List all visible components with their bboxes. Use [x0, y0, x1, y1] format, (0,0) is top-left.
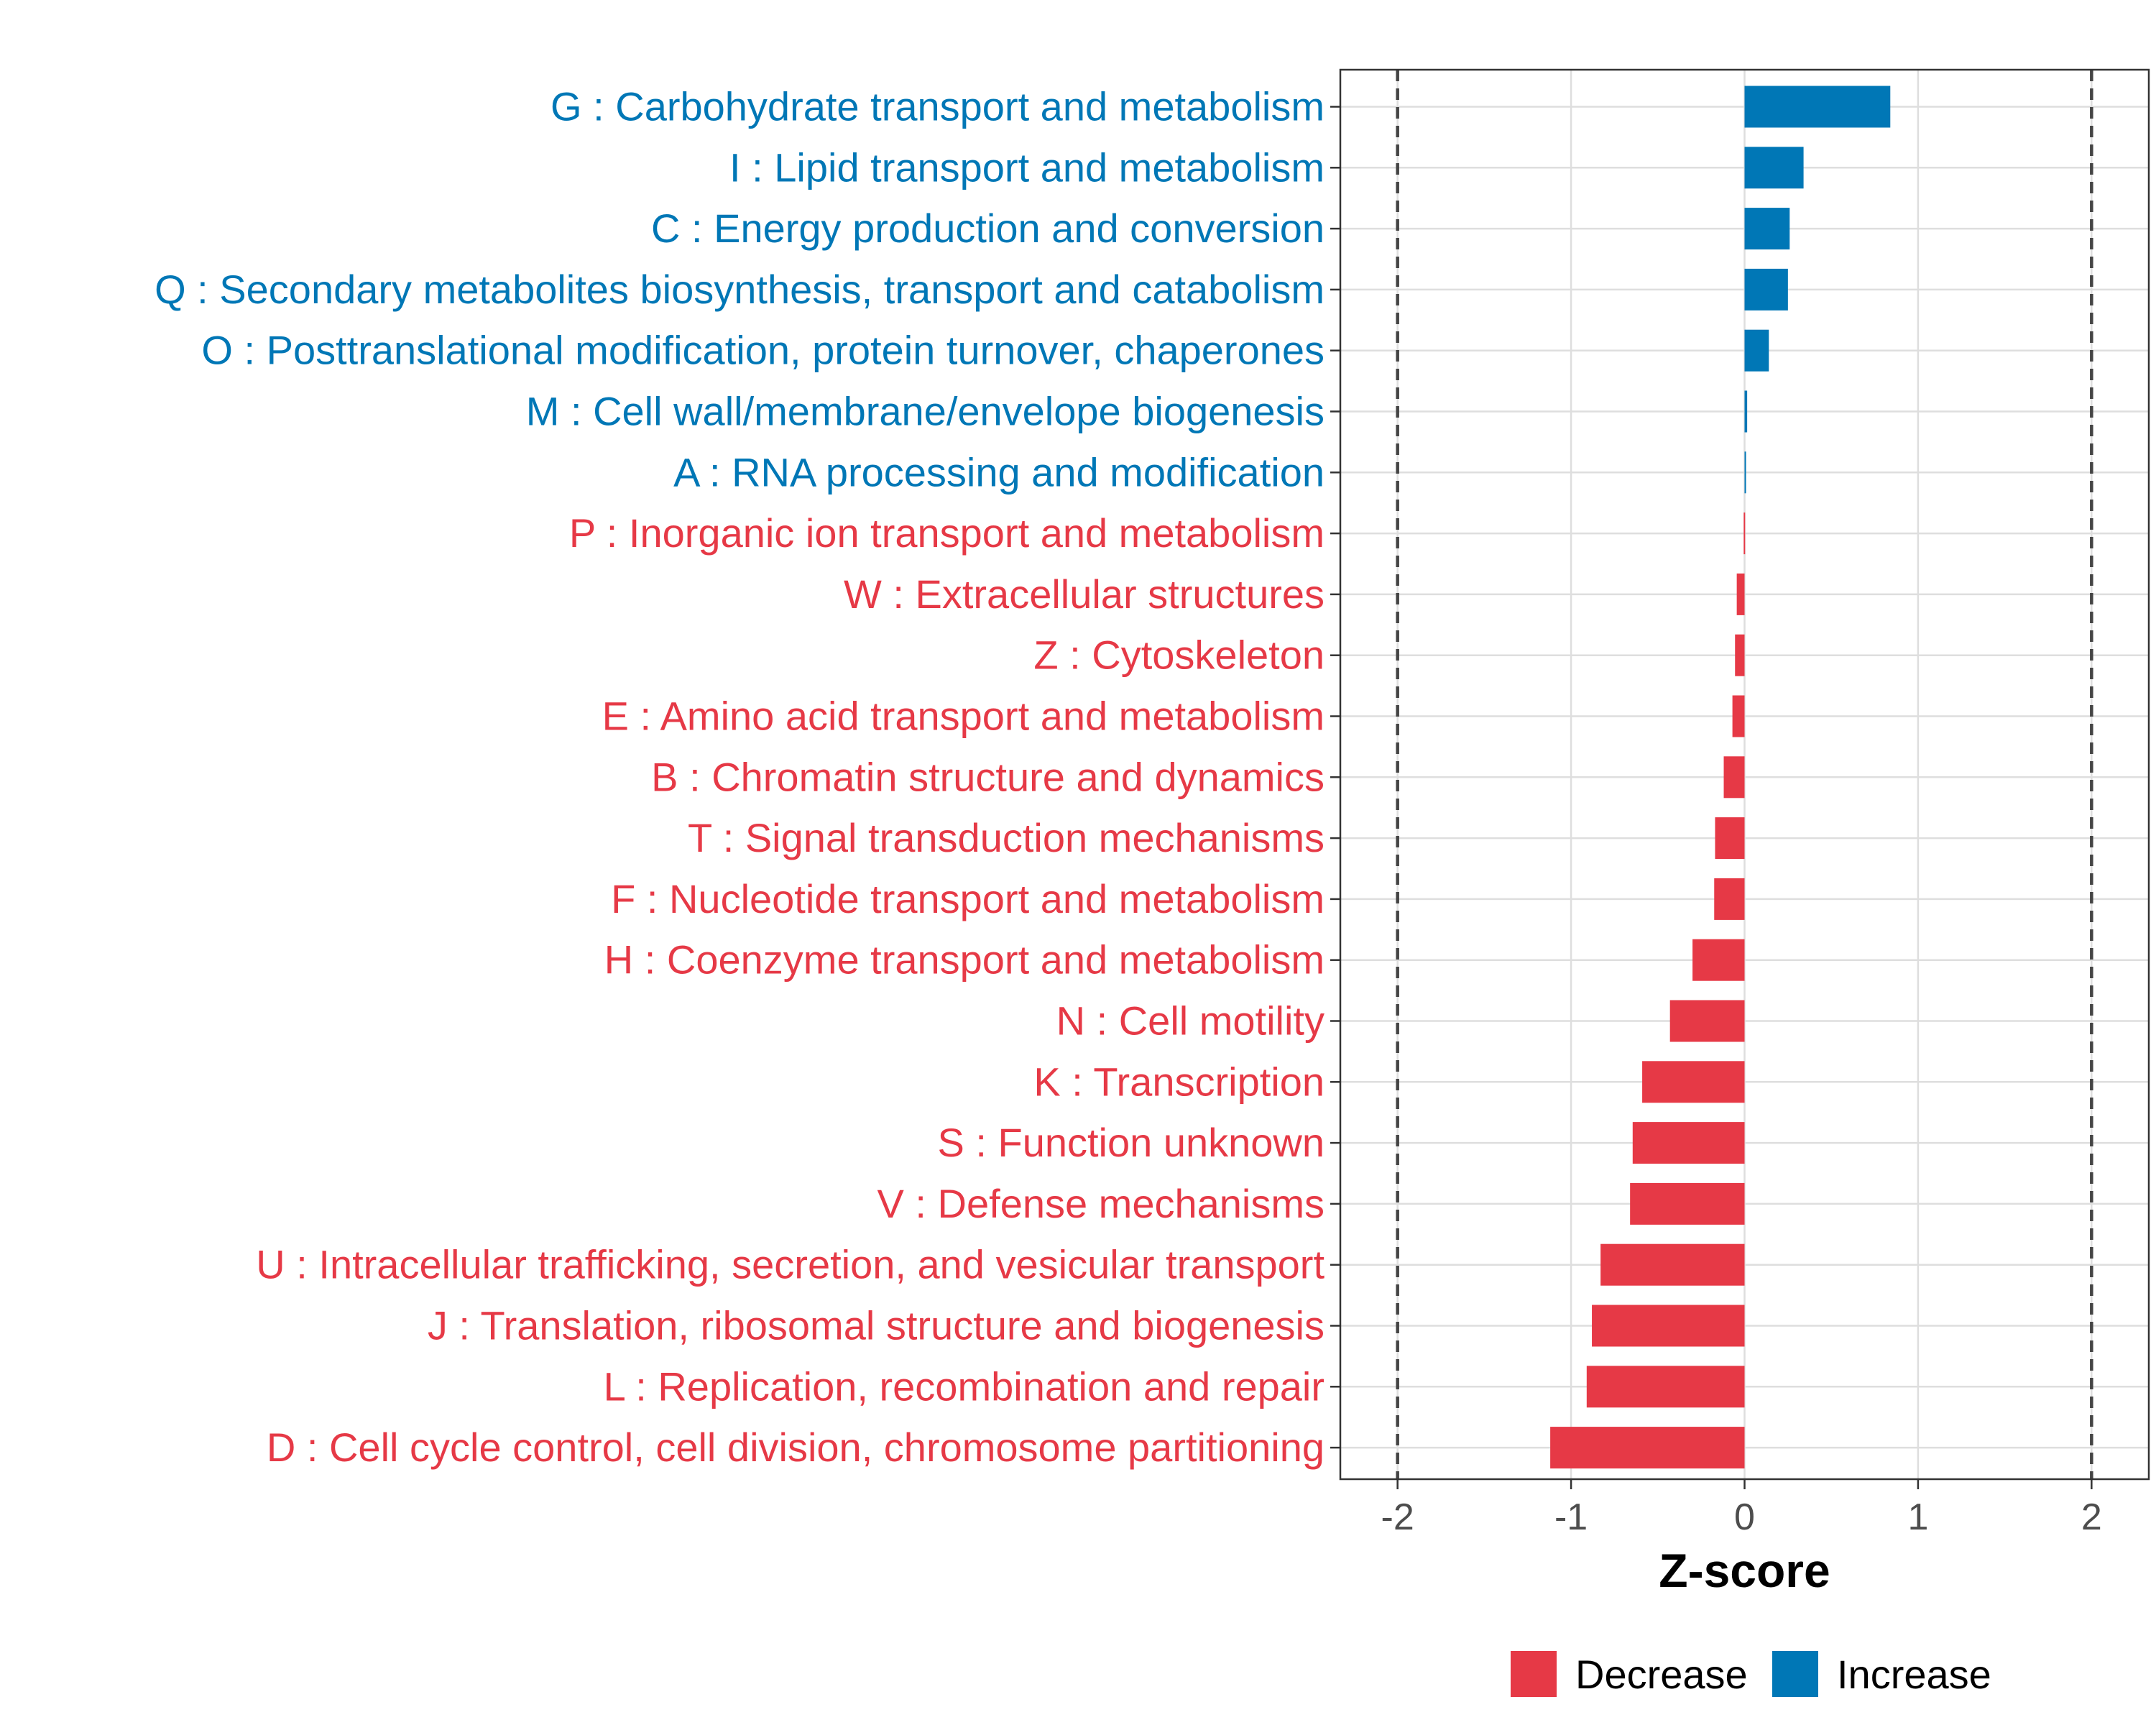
bar: [1630, 1182, 1745, 1225]
category-label: M : Cell wall/membrane/envelope biogenes…: [526, 389, 1325, 434]
legend-label-increase: Increase: [1837, 1652, 1991, 1697]
category-label: N : Cell motility: [1056, 998, 1325, 1044]
category-label: C : Energy production and conversion: [651, 206, 1325, 251]
category-label: V : Defense mechanisms: [877, 1181, 1325, 1226]
category-label: F : Nucleotide transport and metabolism: [611, 876, 1325, 921]
x-tick-label: -2: [1381, 1496, 1414, 1538]
bar: [1735, 634, 1745, 676]
category-label: T : Signal transduction mechanisms: [688, 815, 1325, 860]
bar: [1714, 878, 1745, 920]
legend-key-decrease: [1511, 1651, 1557, 1697]
category-label: O : Posttranslational modification, prot…: [201, 328, 1325, 373]
bar: [1744, 390, 1748, 433]
x-tick-label: 1: [1907, 1496, 1928, 1538]
reference-lines: [1396, 70, 2093, 1479]
category-label: P : Inorganic ion transport and metaboli…: [569, 510, 1325, 556]
category-label: L : Replication, recombination and repai…: [604, 1363, 1325, 1409]
bar: [1632, 1122, 1745, 1164]
bar: [1550, 1427, 1745, 1469]
y-axis: G : Carbohydrate transport and metabolis…: [155, 84, 1340, 1470]
bar: [1744, 208, 1790, 250]
x-tick-label: 2: [2081, 1496, 2102, 1538]
bar: [1736, 573, 1745, 615]
category-label: D : Cell cycle control, cell division, c…: [267, 1425, 1325, 1470]
bar: [1744, 86, 1891, 128]
bar: [1744, 451, 1746, 494]
legend: Decrease Increase: [1511, 1651, 1991, 1697]
category-label: J : Translation, ribosomal structure and…: [428, 1303, 1325, 1348]
category-label: Z : Cytoskeleton: [1033, 632, 1325, 678]
category-label: S : Function unknown: [937, 1120, 1325, 1165]
category-label: K : Transcription: [1033, 1059, 1325, 1104]
x-tick-label: -1: [1554, 1496, 1588, 1538]
bar: [1723, 756, 1745, 799]
bar: [1715, 817, 1745, 860]
legend-key-increase: [1772, 1651, 1818, 1697]
bar: [1600, 1243, 1745, 1286]
legend-label-decrease: Decrease: [1575, 1652, 1748, 1697]
category-label: H : Coenzyme transport and metabolism: [604, 937, 1325, 983]
bar: [1669, 1000, 1745, 1042]
bar: [1744, 329, 1769, 372]
category-label: I : Lipid transport and metabolism: [729, 144, 1325, 190]
bar: [1743, 512, 1746, 555]
x-tick-label: 0: [1734, 1496, 1755, 1538]
category-label: B : Chromatin structure and dynamics: [651, 754, 1325, 799]
bars: [1550, 86, 1891, 1469]
x-axis: -2 -1 0 1 2: [1381, 1479, 2102, 1538]
bar: [1744, 147, 1804, 189]
bar: [1692, 939, 1745, 981]
bar: [1592, 1305, 1745, 1347]
category-label: A : RNA processing and modification: [673, 449, 1325, 494]
bar: [1642, 1061, 1745, 1103]
category-label: G : Carbohydrate transport and metabolis…: [550, 84, 1325, 129]
bar: [1744, 268, 1788, 310]
category-label: U : Intracellular trafficking, secretion…: [256, 1242, 1325, 1287]
bar: [1586, 1366, 1745, 1408]
category-label: W : Extracellular structures: [844, 571, 1325, 617]
category-label: E : Amino acid transport and metabolism: [602, 694, 1325, 739]
x-axis-title: Z-score: [1659, 1544, 1830, 1597]
category-label: Q : Secondary metabolites biosynthesis, …: [155, 267, 1325, 312]
bar: [1732, 695, 1745, 737]
